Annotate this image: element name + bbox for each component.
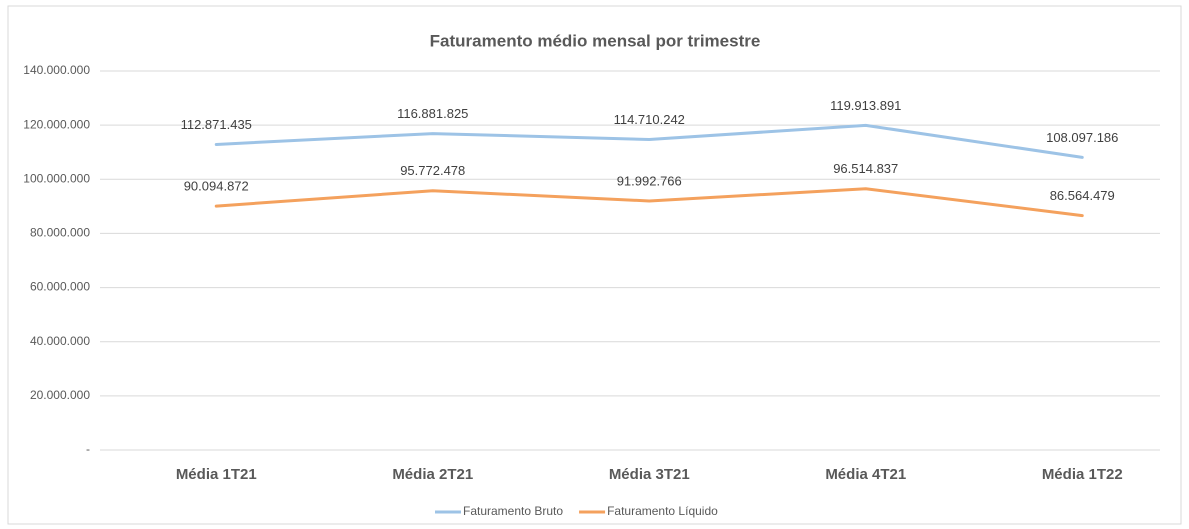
- y-tick-label: -: [86, 442, 90, 456]
- y-tick-label: 20.000.000: [30, 388, 90, 402]
- y-tick-label: 80.000.000: [30, 226, 90, 240]
- x-tick-label: Média 3T21: [609, 466, 690, 483]
- data-label: 116.881.825: [397, 106, 468, 121]
- data-label: 114.710.242: [614, 112, 685, 127]
- y-tick-label: 120.000.000: [23, 117, 90, 131]
- data-label: 90.094.872: [184, 179, 249, 194]
- data-label: 119.913.891: [830, 98, 901, 113]
- data-label: 96.514.837: [833, 161, 898, 176]
- data-label: 95.772.478: [400, 163, 465, 178]
- y-tick-label: 60.000.000: [30, 280, 90, 294]
- legend-label: Faturamento Líquido: [607, 504, 718, 518]
- legend-label: Faturamento Bruto: [463, 504, 563, 518]
- data-label: 112.871.435: [181, 117, 252, 132]
- series-line: [214, 123, 1084, 159]
- chart-title: Faturamento médio mensal por trimestre: [430, 31, 761, 50]
- chart-border: [7, 5, 1182, 525]
- x-tick-label: Média 2T21: [392, 466, 473, 483]
- y-tick-label: 140.000.000: [23, 63, 90, 77]
- y-tick-label: 40.000.000: [30, 334, 90, 348]
- x-tick-label: Média 1T22: [1042, 466, 1123, 483]
- data-label: 86.564.479: [1050, 188, 1115, 203]
- x-tick-label: Média 4T21: [825, 466, 906, 483]
- y-tick-label: 100.000.000: [23, 171, 90, 185]
- x-tick-label: Média 1T21: [176, 466, 257, 483]
- data-label: 108.097.186: [1046, 130, 1118, 145]
- series-line: [214, 187, 1084, 218]
- data-label: 91.992.766: [617, 173, 682, 188]
